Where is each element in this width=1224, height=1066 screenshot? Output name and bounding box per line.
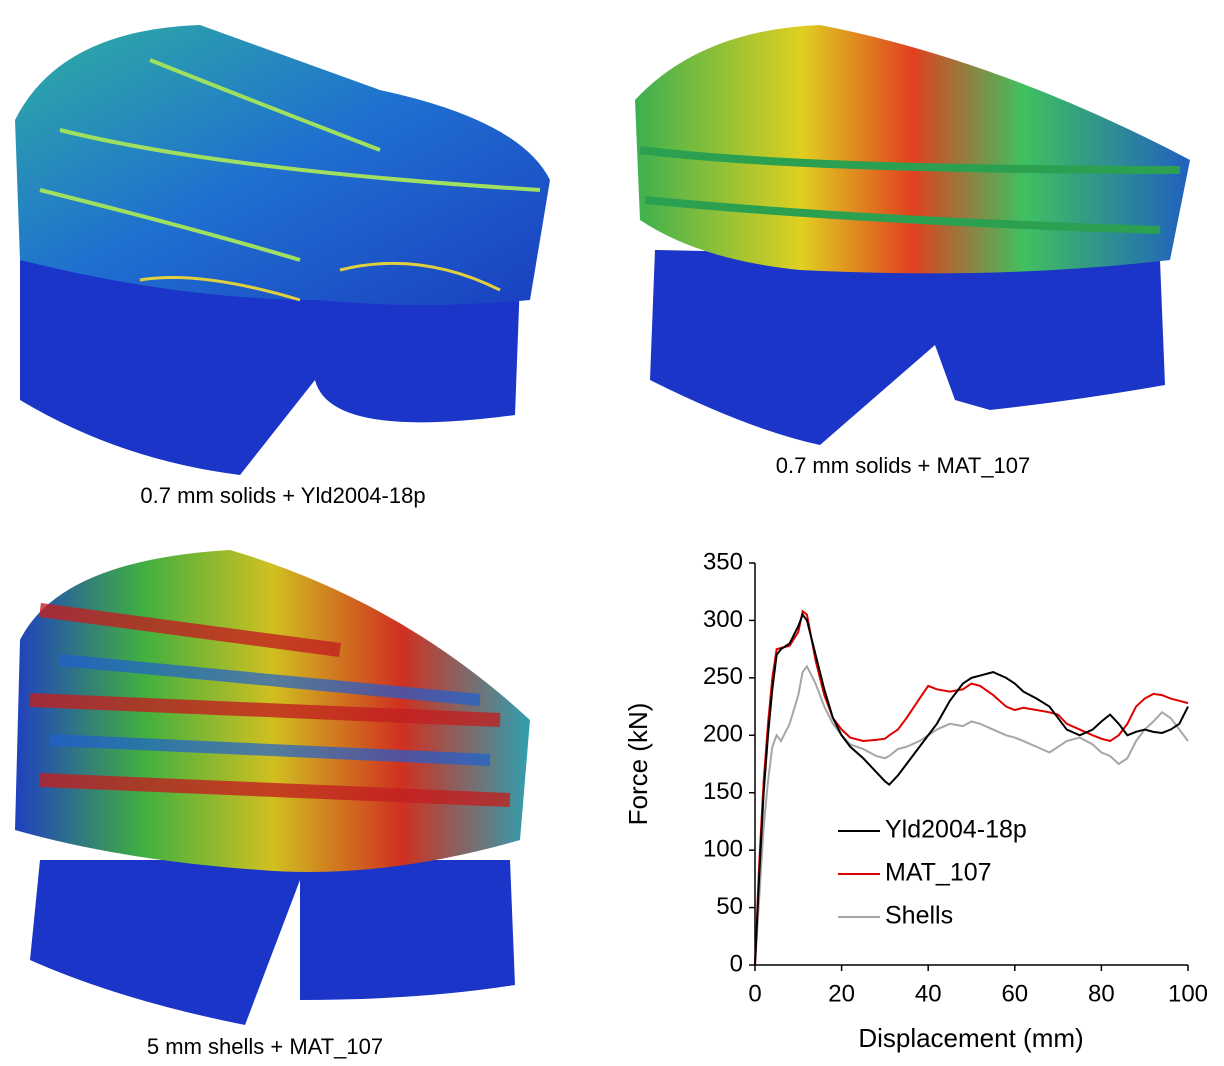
y-tick-label: 200 bbox=[703, 721, 743, 748]
y-tick-label: 300 bbox=[703, 606, 743, 633]
x-tick-label: 100 bbox=[1168, 980, 1208, 1007]
data-line bbox=[754, 609, 1189, 966]
y-tick-label: 350 bbox=[703, 548, 743, 575]
caption: 0.7 mm solids + MAT_107 bbox=[776, 453, 1031, 478]
y-axis-label: Force (kN) bbox=[623, 703, 653, 826]
x-tick-label: 40 bbox=[915, 980, 942, 1007]
y-tick-label: 150 bbox=[703, 778, 743, 805]
y-tick-label: 100 bbox=[703, 835, 743, 862]
data-line bbox=[754, 664, 1189, 966]
y-tick-label: 50 bbox=[716, 893, 743, 920]
y-tick-label: 0 bbox=[730, 950, 743, 977]
data-line bbox=[754, 612, 1189, 966]
x-tick-label: 60 bbox=[1001, 980, 1028, 1007]
simulation-image bbox=[15, 550, 530, 1025]
caption: 0.7 mm solids + Yld2004-18p bbox=[140, 483, 425, 508]
x-tick-label: 80 bbox=[1088, 980, 1115, 1007]
caption: 5 mm shells + MAT_107 bbox=[147, 1034, 383, 1059]
simulation-image bbox=[15, 25, 550, 475]
x-tick-label: 0 bbox=[748, 980, 761, 1007]
legend-label: Yld2004-18p bbox=[885, 816, 1027, 844]
y-tick-label: 250 bbox=[703, 663, 743, 690]
legend-label: MAT_107 bbox=[885, 859, 992, 887]
x-axis-label: Displacement (mm) bbox=[858, 1023, 1083, 1053]
legend-label: Shells bbox=[885, 902, 953, 930]
chart: Displacement (mm) Force (kN) bbox=[623, 703, 1084, 1053]
simulation-image bbox=[635, 25, 1190, 445]
x-tick-label: 20 bbox=[828, 980, 855, 1007]
